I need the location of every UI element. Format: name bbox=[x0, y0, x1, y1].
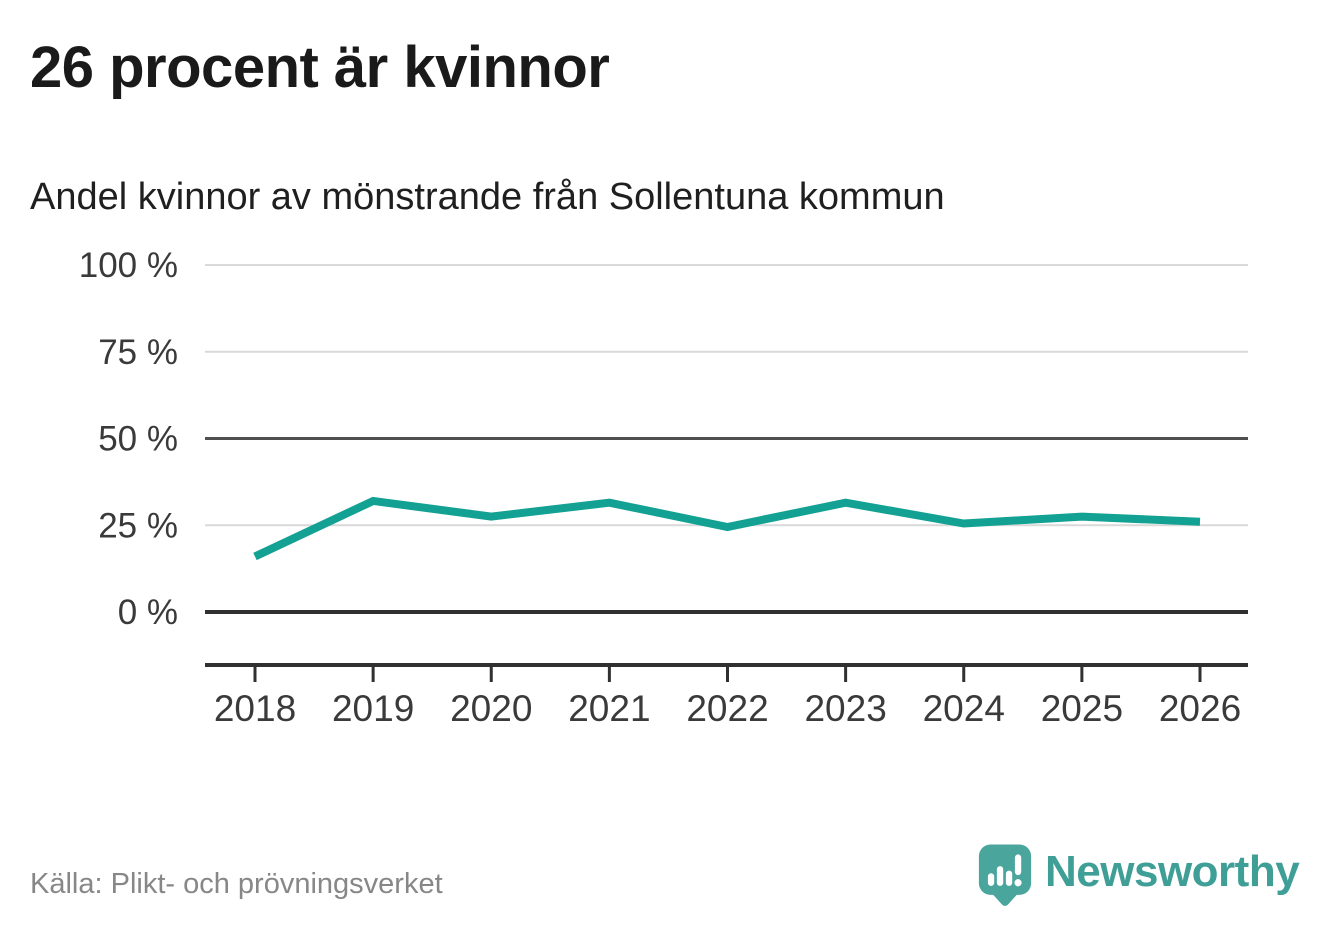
newsworthy-wordmark: Newsworthy bbox=[1045, 847, 1300, 896]
x-tick-label: 2022 bbox=[686, 688, 768, 729]
newsworthy-logo-icon bbox=[978, 844, 1032, 907]
x-tick-label: 2020 bbox=[450, 688, 532, 729]
x-tick-label: 2024 bbox=[923, 688, 1005, 729]
x-tick-label: 2019 bbox=[332, 688, 414, 729]
y-tick-label: 50 % bbox=[98, 420, 178, 459]
y-tick-label: 0 % bbox=[118, 593, 178, 632]
y-tick-label: 75 % bbox=[98, 333, 178, 372]
x-tick-label: 2025 bbox=[1041, 688, 1123, 729]
line-chart-canvas: 100 % 75 % 50 % 25 % 0 % 2018 2019 2020 2021 2022… bbox=[79, 246, 1248, 729]
source-note: Källa: Plikt- och prövningsverket bbox=[30, 868, 443, 900]
newsworthy-logo: Newsworthy bbox=[978, 840, 1300, 912]
page-title: 26 procent är kvinnor bbox=[30, 35, 610, 100]
y-tick-label: 100 % bbox=[79, 246, 178, 285]
line-chart: 100 % 75 % 50 % 25 % 0 % 2018 2019 2020 2021 2022… bbox=[0, 240, 1322, 760]
chart-subtitle: Andel kvinnor av mönstrande från Sollent… bbox=[30, 176, 945, 218]
x-tick-label: 2018 bbox=[214, 688, 296, 729]
x-tick-label: 2026 bbox=[1159, 688, 1241, 729]
data-line bbox=[253, 496, 1201, 561]
y-tick-label: 25 % bbox=[98, 506, 178, 545]
x-tick-label: 2023 bbox=[804, 688, 886, 729]
x-tick-label: 2021 bbox=[568, 688, 650, 729]
